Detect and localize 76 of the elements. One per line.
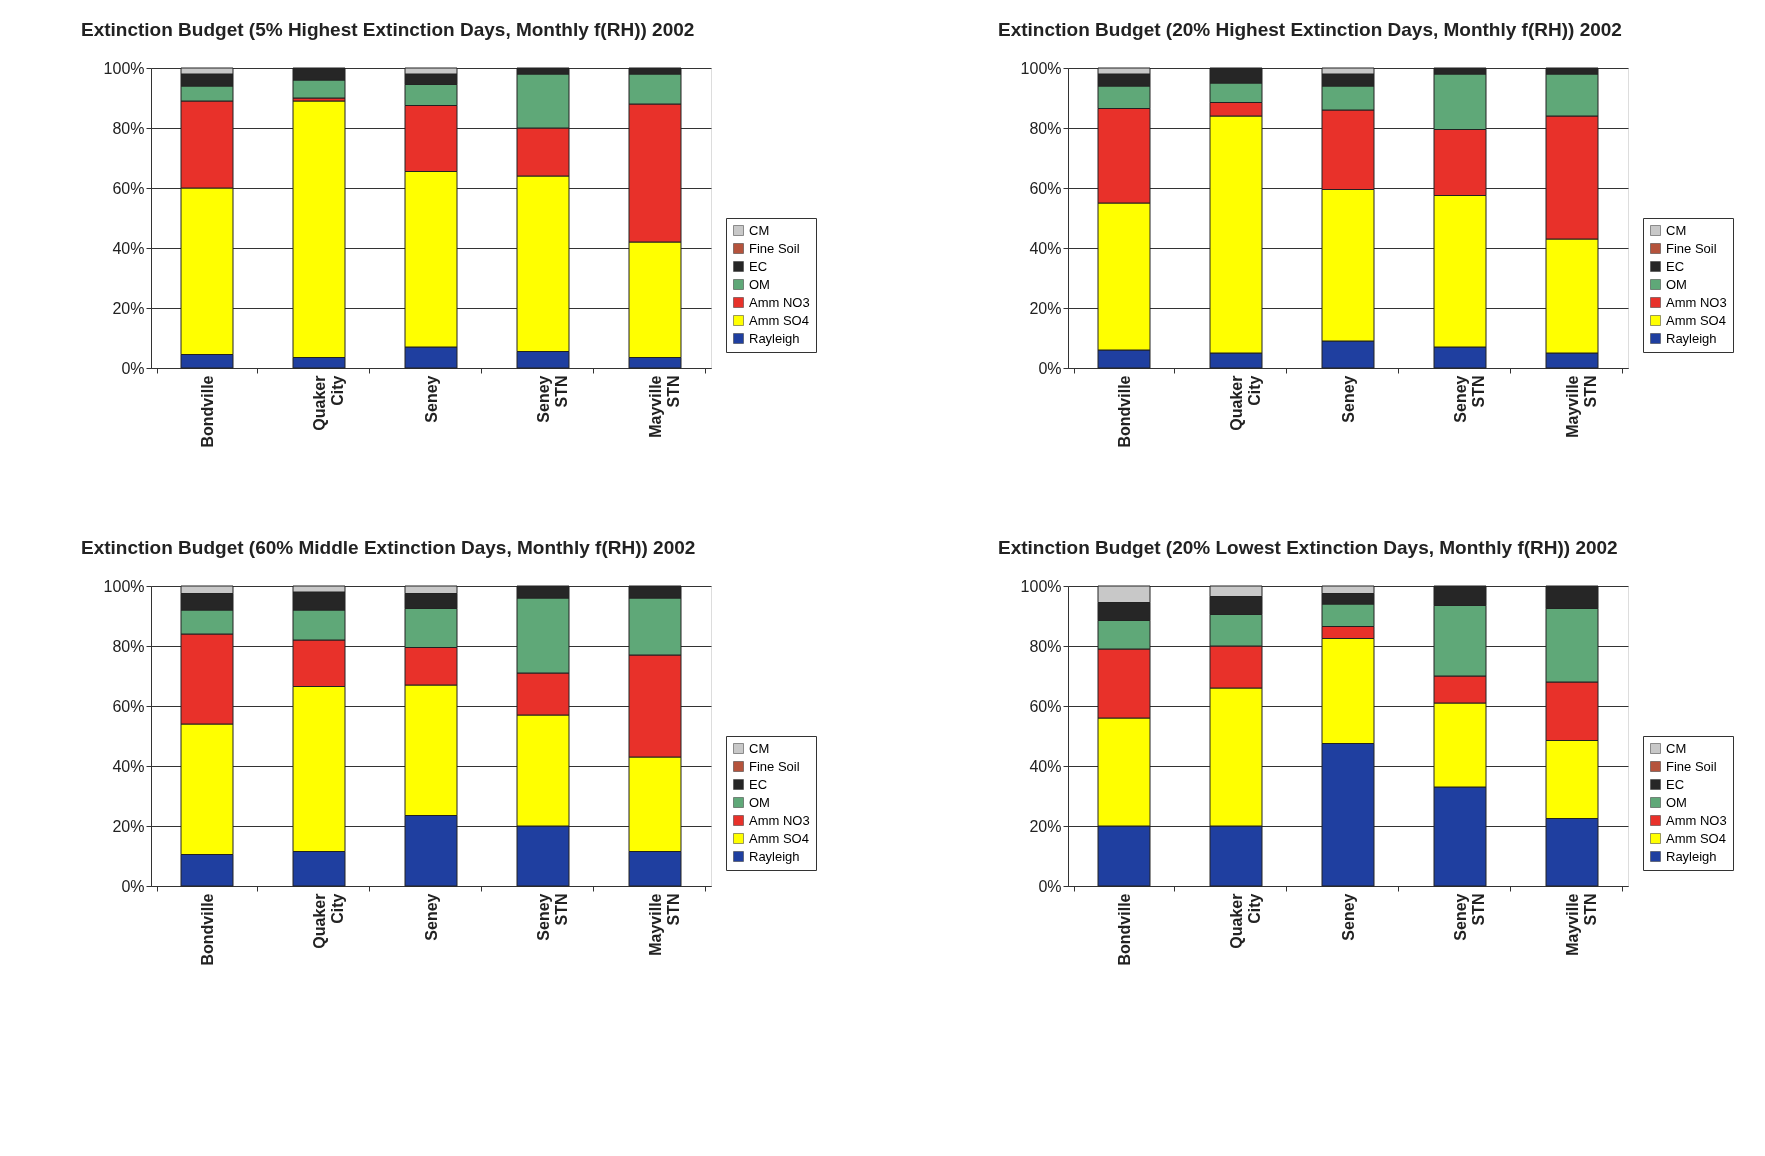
y-tick-label: 80%: [1029, 119, 1062, 137]
x-tick-label: Mayville STN: [1563, 893, 1599, 956]
x-tick-label: Bondville: [198, 893, 216, 966]
legend-label: CM: [1666, 740, 1687, 756]
x-tick-label: Seney STN: [534, 375, 570, 423]
y-tick-label: 0%: [121, 877, 145, 895]
legend-label: Amm SO4: [749, 830, 809, 846]
legend-label: OM: [749, 794, 770, 810]
legend-label: OM: [1666, 794, 1687, 810]
y-tick-label: 0%: [1038, 359, 1062, 377]
legend-label: Amm SO4: [749, 312, 809, 328]
x-tick-label: Seney STN: [1451, 375, 1487, 423]
y-tick-label: 20%: [1029, 299, 1062, 317]
y-tick-label: 80%: [1029, 637, 1062, 655]
legend-label: CM: [1666, 222, 1687, 238]
y-tick-label: 60%: [112, 179, 145, 197]
chart-title: Extinction Budget (20% Highest Extinction Days, Monthly f(RH)) 2002: [998, 19, 1622, 40]
legend-label: Fine Soil: [1666, 240, 1717, 256]
legend-label: Amm SO4: [1666, 312, 1726, 328]
legend-label: EC: [749, 258, 768, 274]
y-tick-label: 80%: [112, 637, 145, 655]
legend-label: Rayleigh: [1666, 848, 1717, 864]
y-tick-label: 60%: [1029, 179, 1062, 197]
y-tick-label: 100%: [1020, 577, 1062, 595]
x-tick-label: Mayville STN: [1563, 375, 1599, 438]
legend-label: Fine Soil: [749, 758, 800, 774]
y-tick-label: 40%: [112, 757, 145, 775]
x-tick-label: Seney: [1339, 893, 1357, 941]
legend-label: EC: [1666, 776, 1685, 792]
legend-label: OM: [749, 276, 770, 292]
legend-label: Rayleigh: [749, 330, 800, 346]
legend-label: Fine Soil: [749, 240, 800, 256]
y-tick-label: 60%: [1029, 697, 1062, 715]
legend-label: Rayleigh: [749, 848, 800, 864]
legend-label: Fine Soil: [1666, 758, 1717, 774]
legend-label: Rayleigh: [1666, 330, 1717, 346]
legend-label: Amm NO3: [1666, 812, 1727, 828]
y-tick-label: 20%: [112, 817, 145, 835]
legend-label: EC: [749, 776, 768, 792]
x-tick-label: Seney: [1339, 375, 1357, 423]
legend-label: Amm NO3: [749, 294, 810, 310]
y-tick-label: 100%: [103, 59, 145, 77]
x-tick-label: Seney: [422, 375, 440, 423]
y-tick-label: 20%: [112, 299, 145, 317]
y-tick-label: 60%: [112, 697, 145, 715]
x-tick-label: Bondville: [1115, 893, 1133, 966]
y-tick-label: 40%: [1029, 239, 1062, 257]
legend-label: Amm SO4: [1666, 830, 1726, 846]
x-tick-label: Mayville STN: [646, 893, 682, 956]
legend-label: CM: [749, 740, 770, 756]
y-tick-label: 20%: [1029, 817, 1062, 835]
x-tick-label: Mayville STN: [646, 375, 682, 438]
x-tick-label: Quaker City: [1227, 893, 1263, 949]
x-tick-label: Seney STN: [1451, 893, 1487, 941]
x-tick-label: Quaker City: [310, 893, 346, 949]
x-tick-label: Quaker City: [310, 375, 346, 431]
legend-label: CM: [749, 222, 770, 238]
y-tick-label: 0%: [121, 359, 145, 377]
y-tick-label: 40%: [1029, 757, 1062, 775]
legend-label: Amm NO3: [1666, 294, 1727, 310]
y-tick-label: 100%: [1020, 59, 1062, 77]
x-tick-label: Bondville: [1115, 375, 1133, 448]
y-tick-label: 0%: [1038, 877, 1062, 895]
chart-title: Extinction Budget (60% Middle Extinction Days, Monthly f(RH)) 2002: [81, 537, 696, 558]
y-tick-label: 40%: [112, 239, 145, 257]
legend-label: EC: [1666, 258, 1685, 274]
x-tick-label: Seney: [422, 893, 440, 941]
x-tick-label: Quaker City: [1227, 375, 1263, 431]
y-tick-label: 80%: [112, 119, 145, 137]
x-tick-label: Seney STN: [534, 893, 570, 941]
chart-title: Extinction Budget (5% Highest Extinction Days, Monthly f(RH)) 2002: [81, 19, 695, 40]
chart-title: Extinction Budget (20% Lowest Extinction Days, Monthly f(RH)) 2002: [998, 537, 1618, 558]
legend-label: OM: [1666, 276, 1687, 292]
x-tick-label: Bondville: [198, 375, 216, 448]
y-tick-label: 100%: [103, 577, 145, 595]
legend-label: Amm NO3: [749, 812, 810, 828]
